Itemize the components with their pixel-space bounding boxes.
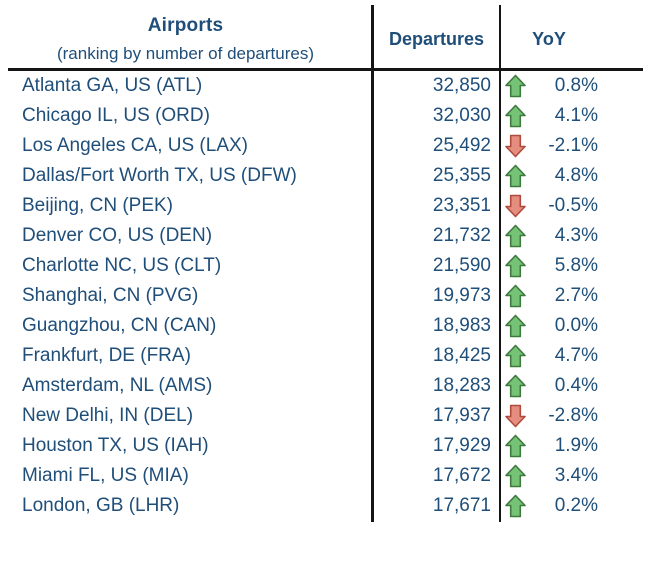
table-row: Shanghai, CN (PVG) 19,973 2.7% <box>0 281 652 311</box>
column-divider-2 <box>499 5 501 522</box>
table-row: Houston TX, US (IAH) 17,929 1.9% <box>0 431 652 461</box>
departures-column-header: Departures <box>388 29 485 49</box>
up-arrow-icon <box>500 494 531 518</box>
yoy-cell: 4.1% <box>554 105 598 126</box>
airport-cell: Guangzhou, CN (CAN) <box>22 315 217 336</box>
airport-cell: Charlotte NC, US (CLT) <box>22 255 222 276</box>
table-row: Denver CO, US (DEN) 21,732 4.3% <box>0 221 652 251</box>
departures-cell: 19,973 <box>432 285 491 306</box>
yoy-cell: 0.8% <box>554 75 598 96</box>
airport-cell: Shanghai, CN (PVG) <box>22 285 199 306</box>
departures-cell: 32,030 <box>432 105 491 126</box>
table-row: Charlotte NC, US (CLT) 21,590 5.8% <box>0 251 652 281</box>
airport-cell: Amsterdam, NL (AMS) <box>22 375 213 396</box>
departures-cell: 21,732 <box>432 225 491 246</box>
table-row: Dallas/Fort Worth TX, US (DFW) 25,355 4.… <box>0 161 652 191</box>
yoy-cell: 5.8% <box>554 255 598 276</box>
up-arrow-icon <box>500 284 531 308</box>
departures-cell: 17,937 <box>432 405 491 426</box>
table-row: Amsterdam, NL (AMS) 18,283 0.4% <box>0 371 652 401</box>
yoy-cell: 4.8% <box>554 165 598 186</box>
table-row: New Delhi, IN (DEL) 17,937 -2.8% <box>0 401 652 431</box>
header-underline <box>8 68 643 71</box>
yoy-cell: 0.2% <box>554 495 598 516</box>
departures-cell: 17,672 <box>432 465 491 486</box>
down-arrow-icon <box>500 404 531 428</box>
departures-cell: 21,590 <box>432 255 491 276</box>
departures-cell: 18,983 <box>432 315 491 336</box>
table-row: Chicago IL, US (ORD) 32,030 4.1% <box>0 101 652 131</box>
up-arrow-icon <box>500 464 531 488</box>
up-arrow-icon <box>500 104 531 128</box>
airport-cell: Atlanta GA, US (ATL) <box>22 75 203 96</box>
airport-cell: Chicago IL, US (ORD) <box>22 105 210 126</box>
up-arrow-icon <box>500 374 531 398</box>
down-arrow-icon <box>500 134 531 158</box>
airport-cell: Frankfurt, DE (FRA) <box>22 345 191 366</box>
yoy-cell: 4.3% <box>554 225 598 246</box>
yoy-cell: 0.0% <box>554 315 598 336</box>
yoy-cell: 0.4% <box>554 375 598 396</box>
yoy-column-header: YoY <box>532 29 566 49</box>
airports-column-subtitle: (ranking by number of departures) <box>56 44 315 63</box>
table-row: Los Angeles CA, US (LAX) 25,492 -2.1% <box>0 131 652 161</box>
table-rows: Atlanta GA, US (ATL) 32,850 0.8% Chicago… <box>0 71 652 521</box>
airport-cell: Dallas/Fort Worth TX, US (DFW) <box>22 165 297 186</box>
up-arrow-icon <box>500 344 531 368</box>
airport-cell: Los Angeles CA, US (LAX) <box>22 135 248 156</box>
departures-cell: 17,671 <box>432 495 491 516</box>
down-arrow-icon <box>500 194 531 218</box>
up-arrow-icon <box>500 254 531 278</box>
yoy-cell: -0.5% <box>548 195 598 216</box>
departures-cell: 32,850 <box>432 75 491 96</box>
table-row: Miami FL, US (MIA) 17,672 3.4% <box>0 461 652 491</box>
airport-cell: London, GB (LHR) <box>22 495 180 516</box>
airport-cell: Houston TX, US (IAH) <box>22 435 209 456</box>
yoy-cell: 1.9% <box>554 435 598 456</box>
airports-column-header: Airports <box>147 15 224 36</box>
table-row: Guangzhou, CN (CAN) 18,983 0.0% <box>0 311 652 341</box>
table-row: Beijing, CN (PEK) 23,351 -0.5% <box>0 191 652 221</box>
airport-cell: Miami FL, US (MIA) <box>22 465 189 486</box>
up-arrow-icon <box>500 164 531 188</box>
departures-cell: 25,492 <box>432 135 491 156</box>
departures-cell: 25,355 <box>432 165 491 186</box>
airport-cell: Beijing, CN (PEK) <box>22 195 173 216</box>
departures-cell: 17,929 <box>432 435 491 456</box>
yoy-cell: 2.7% <box>554 285 598 306</box>
table-row: Frankfurt, DE (FRA) 18,425 4.7% <box>0 341 652 371</box>
departures-cell: 18,283 <box>432 375 491 396</box>
yoy-cell: 3.4% <box>554 465 598 486</box>
table-row: Atlanta GA, US (ATL) 32,850 0.8% <box>0 71 652 101</box>
up-arrow-icon <box>500 74 531 98</box>
table-row: London, GB (LHR) 17,671 0.2% <box>0 491 652 521</box>
up-arrow-icon <box>500 314 531 338</box>
yoy-cell: -2.1% <box>548 135 598 156</box>
yoy-cell: -2.8% <box>548 405 598 426</box>
column-divider-1 <box>371 5 374 522</box>
airport-cell: New Delhi, IN (DEL) <box>22 405 194 426</box>
up-arrow-icon <box>500 434 531 458</box>
up-arrow-icon <box>500 224 531 248</box>
departures-cell: 18,425 <box>432 345 491 366</box>
yoy-cell: 4.7% <box>554 345 598 366</box>
departures-cell: 23,351 <box>432 195 491 216</box>
airport-cell: Denver CO, US (DEN) <box>22 225 213 246</box>
